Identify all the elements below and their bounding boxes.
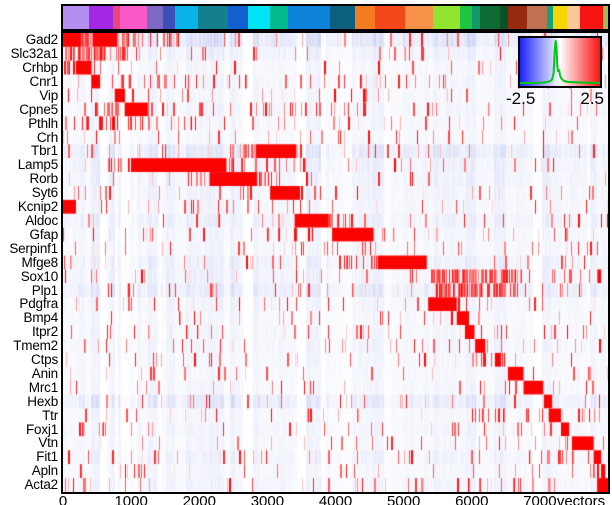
x-tick-label: 6000 xyxy=(455,493,489,505)
legend-min-label: -2.5 xyxy=(506,89,536,108)
cluster-color-segment xyxy=(163,6,175,29)
cluster-color-segment xyxy=(288,6,330,29)
gene-label: Serpinf1 xyxy=(9,240,58,256)
gene-label: Fit1 xyxy=(36,449,58,465)
gene-label: Cpne5 xyxy=(19,101,58,117)
colormap-gradient-svg xyxy=(520,38,600,86)
cluster-color-segment xyxy=(603,6,608,29)
gene-label: Cnr1 xyxy=(29,73,59,89)
gene-label: Itpr2 xyxy=(31,324,58,340)
cluster-color-segment xyxy=(89,6,113,29)
x-tick-label: 5000 xyxy=(386,493,421,505)
cluster-color-segment xyxy=(330,6,355,29)
colormap-legend: -2.5 2.5 xyxy=(506,36,604,107)
cluster-color-segment xyxy=(405,6,433,29)
gene-label: Tbr1 xyxy=(31,143,58,159)
gene-label: Mrc1 xyxy=(28,379,58,395)
cluster-color-segment xyxy=(355,6,375,29)
cluster-color-segment xyxy=(63,6,89,29)
gene-label: Crh xyxy=(36,129,58,145)
x-tick-label: 4000 xyxy=(318,493,353,505)
gene-label: Vip xyxy=(39,87,58,103)
colormap-gradient-rect xyxy=(520,38,600,86)
cluster-color-segment xyxy=(472,6,480,29)
cluster-color-segment xyxy=(248,6,270,29)
cluster-color-segment xyxy=(120,6,147,29)
gene-label: Plp1 xyxy=(31,282,58,298)
colormap-gradient xyxy=(518,36,602,88)
gene-label: Apln xyxy=(31,463,58,479)
cluster-color-segment xyxy=(553,6,567,29)
heatmap-canvas xyxy=(63,33,608,492)
gene-label: Lamp5 xyxy=(17,157,58,173)
gene-label: Kcnip2 xyxy=(17,199,58,215)
gene-label: Pthlh xyxy=(28,115,58,131)
cluster-color-bar xyxy=(61,4,610,31)
cluster-color-segment xyxy=(270,6,288,29)
cluster-color-segment xyxy=(198,6,228,29)
x-axis-label: vectors xyxy=(556,493,606,505)
gene-label: Bmp4 xyxy=(23,310,59,326)
cluster-color-segment xyxy=(175,6,198,29)
x-tick-label: 2000 xyxy=(182,493,216,505)
cluster-color-segment xyxy=(567,6,580,29)
cluster-color-segment xyxy=(113,6,120,29)
gene-label: Foxj1 xyxy=(25,421,58,437)
gene-label: Gfap xyxy=(29,226,59,242)
legend-density-curve xyxy=(520,40,600,85)
cluster-color-segment xyxy=(480,6,500,29)
gene-label: Rorb xyxy=(29,171,59,187)
gene-label: Acta2 xyxy=(24,477,58,493)
gene-label: Ctps xyxy=(31,352,58,368)
gene-label: Pdgfra xyxy=(19,296,58,312)
cluster-color-segment xyxy=(580,6,603,29)
cluster-color-segment xyxy=(547,6,553,29)
gene-label: Aldoc xyxy=(25,212,58,228)
cluster-color-segment xyxy=(147,6,163,29)
gene-labels: Gad2 Slc32a1 Crhbp Cnr1 Vip Cpne5 Pthlh Crh Tbr1… xyxy=(0,33,58,492)
gene-label: Hexb xyxy=(27,393,58,409)
gene-label: Mfge8 xyxy=(21,254,58,270)
heatmap-plot-area xyxy=(61,31,610,494)
cluster-color-segment xyxy=(500,6,508,29)
x-axis: vectors 0 1000 2000 3000 4000 5000 6000 7000 xyxy=(0,494,612,505)
gene-label: Tmem2 xyxy=(13,338,58,354)
x-tick-label: 1000 xyxy=(114,493,148,505)
gene-label: Syt6 xyxy=(31,185,58,201)
cluster-color-segment xyxy=(228,6,248,29)
gene-label: Slc32a1 xyxy=(10,46,59,62)
gene-label: Sox10 xyxy=(20,268,58,284)
gene-label: Ttr xyxy=(42,407,58,423)
cluster-color-segment xyxy=(375,6,405,29)
cluster-color-segment xyxy=(460,6,472,29)
x-tick-label: 0 xyxy=(58,493,68,505)
cluster-color-segment xyxy=(433,6,460,29)
gene-label: Gad2 xyxy=(25,32,58,48)
cluster-color-segment xyxy=(527,6,547,29)
gene-label: Anin xyxy=(31,365,58,381)
legend-max-label: 2.5 xyxy=(580,89,604,108)
x-tick-label: 3000 xyxy=(250,493,285,505)
colormap-legend-labels: -2.5 2.5 xyxy=(506,90,604,107)
x-tick-label: 7000 xyxy=(523,493,557,505)
gene-label: Vtn xyxy=(38,435,58,451)
cluster-color-segment xyxy=(508,6,527,29)
gene-label: Crhbp xyxy=(22,60,58,76)
